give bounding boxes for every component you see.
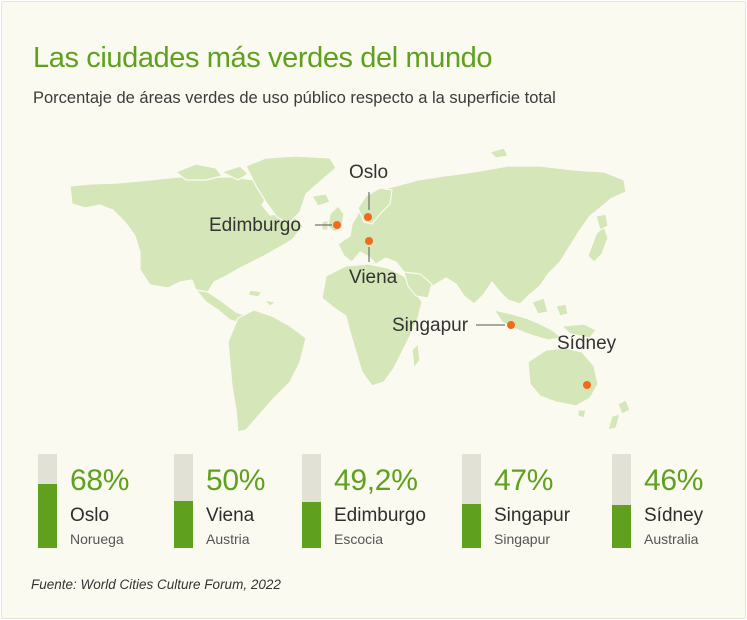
map-north-america — [69, 176, 304, 293]
bar-track — [174, 454, 193, 548]
bar-value-label: 50% — [206, 464, 266, 497]
bar-city-label: Singapur — [494, 505, 571, 526]
page-title: Las ciudades más verdes del mundo — [33, 42, 493, 74]
map-arctic-islands — [175, 163, 223, 181]
singapur-marker — [507, 321, 515, 329]
map-eurasia — [337, 165, 627, 305]
page-subtitle: Porcentaje de áreas verdes de uso públic… — [33, 89, 556, 107]
map-australia — [527, 347, 599, 407]
map-africa — [321, 263, 423, 387]
map-new-zealand — [617, 399, 631, 415]
map-label-sidney: Sídney — [557, 333, 617, 354]
bar-fill — [302, 502, 321, 548]
bar-country-label: Singapur — [494, 531, 551, 547]
source-note: Fuente: World Cities Culture Forum, 2022 — [31, 577, 281, 592]
bar-fill — [612, 505, 631, 548]
bar-value-label: 49,2% — [334, 464, 418, 497]
map-label-oslo: Oslo — [349, 162, 388, 183]
bar-country-label: Noruega — [70, 531, 124, 547]
bar-track — [302, 454, 321, 548]
bar-fill — [38, 484, 57, 548]
map-label-viena: Viena — [349, 267, 398, 288]
sidney-marker — [583, 381, 591, 389]
viena-marker — [365, 237, 373, 245]
bar-value-label: 68% — [70, 464, 130, 497]
bar-city-label: Oslo — [70, 505, 110, 526]
oslo-marker — [364, 213, 372, 221]
edimburgo-marker — [333, 221, 341, 229]
map-iceland — [311, 193, 331, 207]
bar-country-label: Australia — [644, 531, 699, 547]
bar-fill — [174, 501, 193, 548]
bar-fill — [462, 504, 481, 548]
bar-city-label: Viena — [206, 505, 255, 526]
map-label-singapur: Singapur — [392, 315, 469, 336]
map-arabia — [403, 271, 433, 299]
bar-country-label: Austria — [206, 531, 250, 547]
map-label-edimburgo: Edimburgo — [209, 215, 301, 236]
bar-city-label: Edimburgo — [334, 505, 426, 526]
bar-country-label: Escocia — [334, 531, 384, 547]
bar-track — [38, 454, 57, 548]
map-south-america — [227, 309, 307, 433]
bar-value-label: 47% — [494, 464, 554, 497]
bar-track — [612, 454, 631, 548]
bar-value-label: 46% — [644, 464, 704, 497]
map-greenland — [245, 155, 337, 225]
bar-track — [462, 454, 481, 548]
bar-city-label: Sídney — [644, 505, 704, 526]
